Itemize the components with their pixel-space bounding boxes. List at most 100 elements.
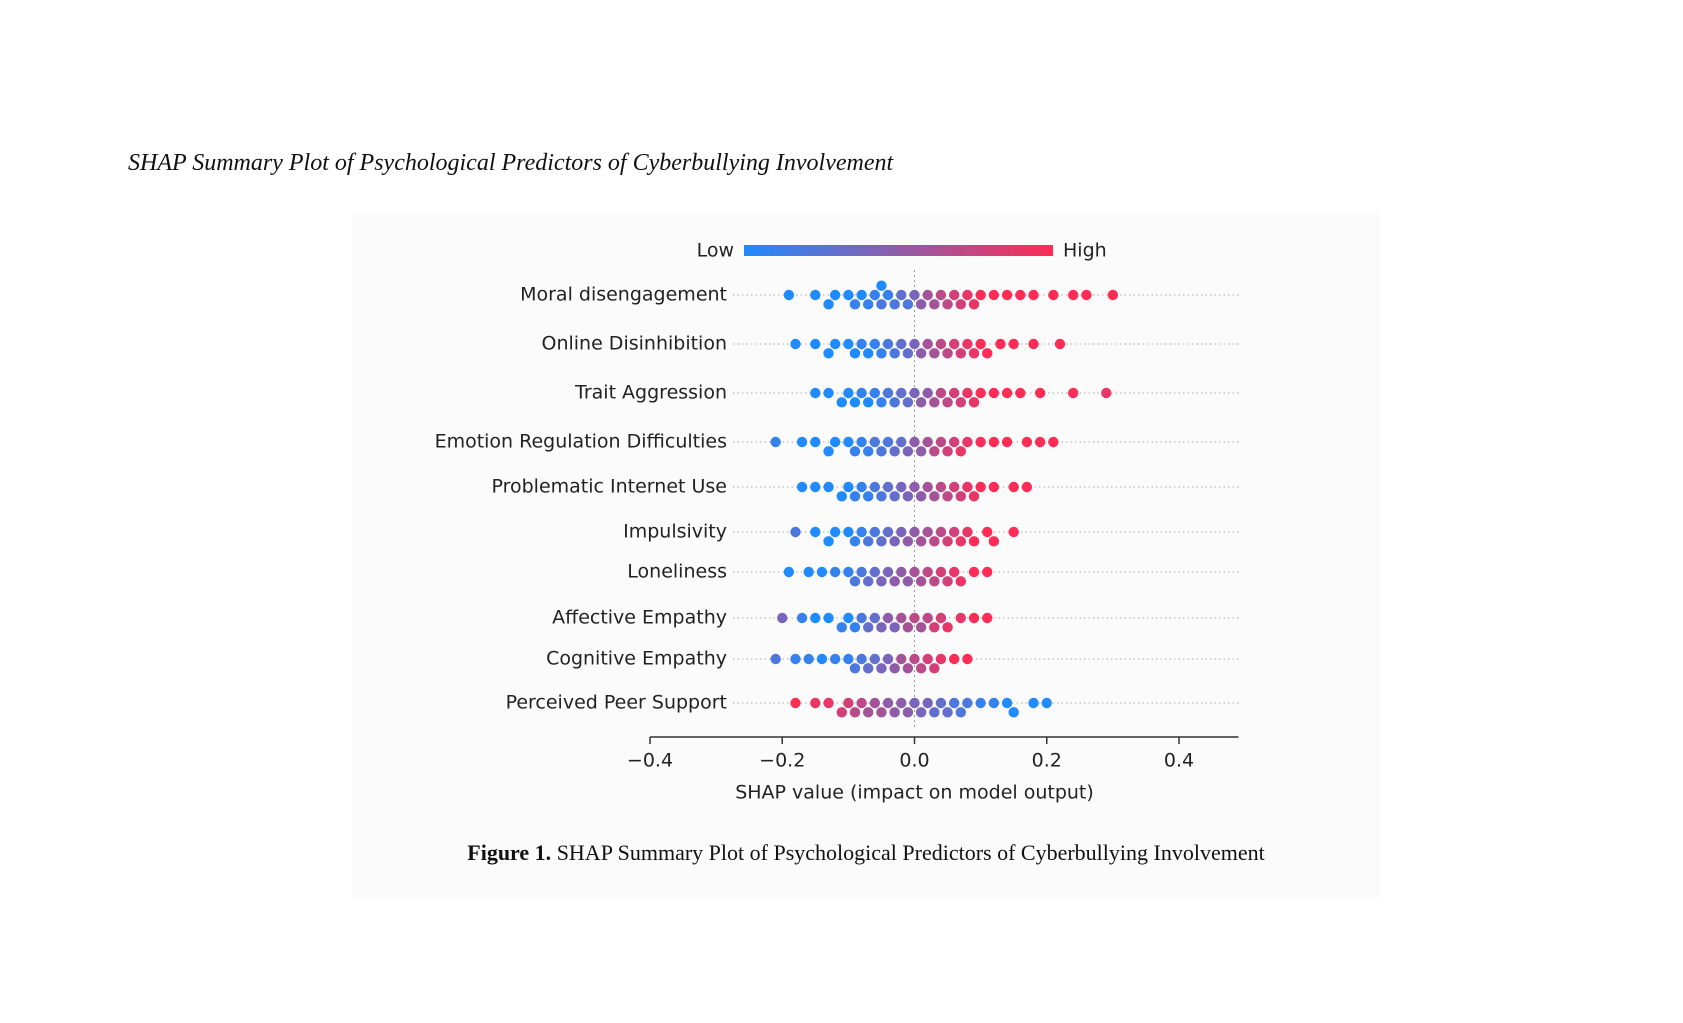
shap-point <box>823 612 834 624</box>
shap-point <box>876 491 887 502</box>
shap-point <box>942 397 953 408</box>
shap-point <box>962 481 973 493</box>
shap-point <box>968 299 980 310</box>
shap-point <box>935 653 947 665</box>
shap-point <box>836 397 847 408</box>
shap-point <box>988 436 1000 448</box>
shap-point <box>889 707 900 718</box>
shap-point <box>849 536 861 547</box>
shap-point <box>869 338 881 350</box>
feature-label: Trait Aggression <box>574 382 727 404</box>
shap-point <box>836 707 847 718</box>
shap-point <box>896 436 907 448</box>
shap-point <box>843 387 854 399</box>
shap-point <box>843 526 854 538</box>
shap-point <box>929 446 940 457</box>
shap-point <box>902 707 914 718</box>
shap-point <box>836 491 847 502</box>
shap-point <box>968 491 980 502</box>
shap-point <box>1008 338 1019 350</box>
shap-point <box>948 436 960 448</box>
shap-point <box>915 446 927 457</box>
shap-point <box>790 338 801 350</box>
shap-point <box>876 280 887 291</box>
shap-point <box>935 481 947 493</box>
shap-point <box>856 612 867 624</box>
shap-point <box>955 299 966 310</box>
shap-point <box>942 622 953 633</box>
shap-point <box>876 397 887 408</box>
shap-point <box>942 446 953 457</box>
x-tick-label: −0.4 <box>627 750 673 772</box>
shap-point <box>929 622 940 633</box>
shap-point <box>922 338 933 350</box>
shap-point <box>790 653 801 665</box>
shap-point <box>962 436 973 448</box>
caption-text: SHAP Summary Plot of Psychological Predi… <box>556 840 1265 865</box>
shap-point <box>882 653 894 665</box>
shap-point <box>935 338 947 350</box>
x-tick-label: 0.2 <box>1032 750 1062 772</box>
shap-point <box>935 612 947 624</box>
shap-point <box>849 622 861 633</box>
shap-point <box>922 436 933 448</box>
shap-point <box>929 491 940 502</box>
shap-point <box>889 622 900 633</box>
shap-point <box>810 387 821 399</box>
caption-label: Figure 1. <box>467 840 552 865</box>
shap-point <box>876 622 887 633</box>
shap-point <box>882 387 894 399</box>
heading: SHAP Summary Plot of Psychological Predi… <box>128 150 894 176</box>
shap-point <box>1068 289 1079 301</box>
shap-point <box>962 387 973 399</box>
feature-label: Moral disengagement <box>520 284 727 306</box>
shap-point <box>902 446 914 457</box>
shap-point <box>902 622 914 633</box>
feature-label: Cognitive Empathy <box>546 648 727 670</box>
shap-point <box>1101 387 1112 399</box>
shap-point <box>843 697 854 709</box>
shap-point <box>823 536 834 547</box>
shap-point <box>968 397 980 408</box>
shap-point <box>849 576 861 587</box>
shap-point <box>942 536 953 547</box>
shap-point <box>882 436 894 448</box>
shap-point <box>909 481 920 493</box>
shap-point <box>856 697 867 709</box>
shap-point <box>863 576 874 587</box>
shap-point <box>1015 387 1026 399</box>
shap-point <box>783 289 795 301</box>
shap-point <box>869 612 881 624</box>
shap-point <box>856 566 867 578</box>
shap-point <box>922 612 933 624</box>
shap-point <box>955 612 966 624</box>
feature-label: Perceived Peer Support <box>506 692 727 714</box>
shap-point <box>869 697 881 709</box>
shap-point <box>863 299 874 310</box>
shap-point <box>975 338 986 350</box>
shap-point <box>935 387 947 399</box>
shap-point <box>988 697 1000 709</box>
shap-point <box>843 338 854 350</box>
shap-point <box>876 446 887 457</box>
shap-point <box>863 536 874 547</box>
shap-point <box>915 491 927 502</box>
shap-point <box>849 299 861 310</box>
shap-point <box>843 612 854 624</box>
shap-point <box>876 707 887 718</box>
shap-point <box>896 289 907 301</box>
shap-point <box>909 612 920 624</box>
shap-point <box>889 348 900 359</box>
shap-point <box>988 481 1000 493</box>
shap-point <box>816 566 828 578</box>
shap-point <box>856 338 867 350</box>
shap-point <box>948 526 960 538</box>
shap-point <box>902 299 914 310</box>
colorbar <box>744 245 1053 256</box>
shap-point <box>896 481 907 493</box>
shap-point <box>896 697 907 709</box>
shap-point <box>810 289 821 301</box>
shap-point <box>843 436 854 448</box>
shap-point <box>909 653 920 665</box>
